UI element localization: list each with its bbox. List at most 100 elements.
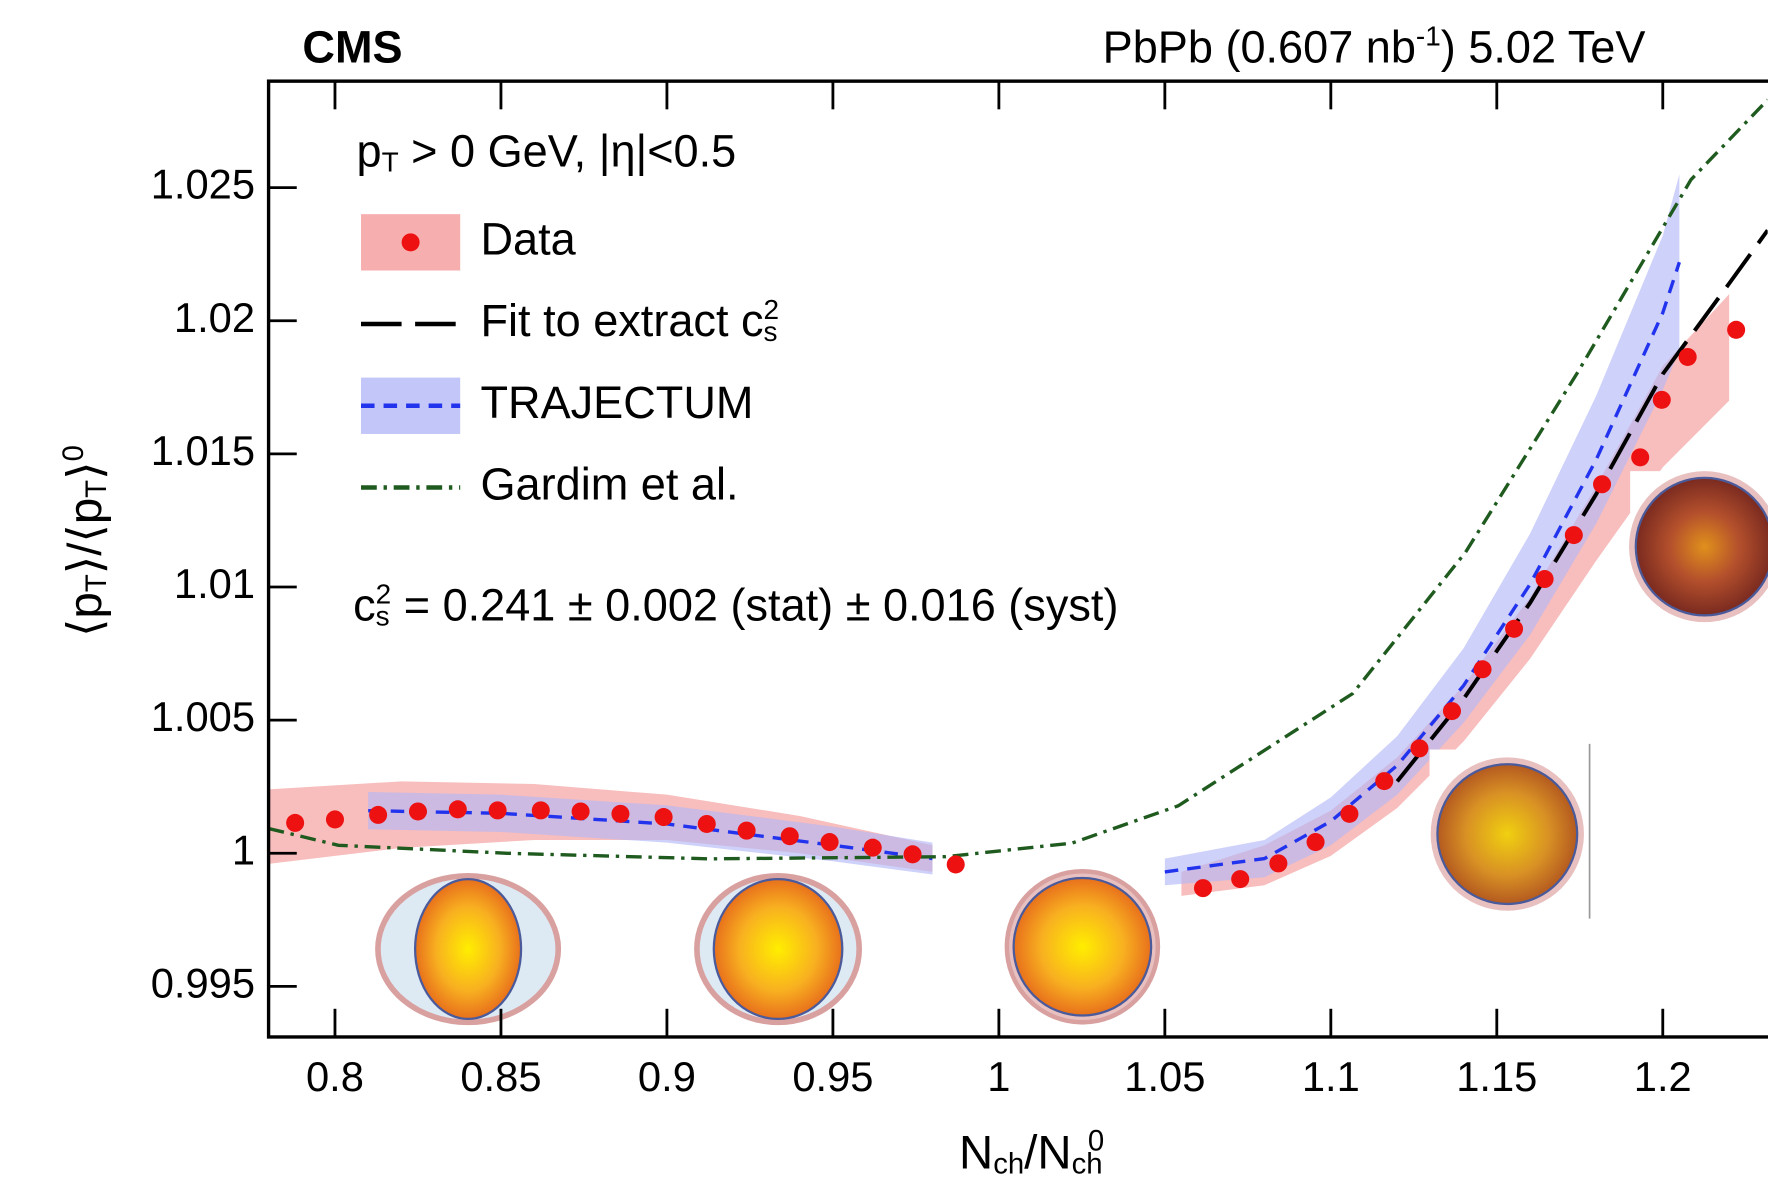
x-tick-label: 1.1 <box>1302 1053 1360 1100</box>
data-point <box>1410 739 1429 758</box>
data-point <box>697 814 716 833</box>
text-part: = 0.241 ± 0.002 (stat) ± 0.016 (syst) <box>391 580 1118 631</box>
x-tick-label: 0.95 <box>792 1053 873 1100</box>
x-tick-label: 0.85 <box>460 1053 541 1100</box>
legend-marker <box>401 233 420 252</box>
illustration <box>1634 476 1768 617</box>
series-line <box>1395 229 1768 783</box>
x-axis-label: Nch/Nch0 <box>959 1124 1104 1180</box>
text-part: ch <box>1072 1147 1103 1180</box>
data-point <box>1375 772 1394 791</box>
text-part: c <box>353 580 376 631</box>
text-part: 0 <box>57 445 90 461</box>
data-point <box>369 805 388 824</box>
text-part: ⟩/⟨p <box>59 498 112 574</box>
data-point <box>325 810 344 829</box>
text-part: ch <box>993 1147 1024 1180</box>
text-part: s <box>376 601 390 632</box>
illustration <box>712 878 844 1021</box>
data-point <box>448 800 467 819</box>
axes: 0.8 0.85 0.9 0.95 1 1.05 1.1 1.15 1.2 0.995 1 1.005… <box>151 79 1768 1100</box>
text-part: 2 <box>376 578 392 609</box>
data-point <box>820 833 839 852</box>
y-tick-label: 0.995 <box>151 959 255 1006</box>
illustration <box>1436 763 1579 906</box>
x-tick-label: 1.15 <box>1456 1053 1537 1100</box>
data-point <box>1652 390 1671 409</box>
legend-label: Gardim et al. <box>480 458 738 509</box>
text-part: 2 <box>764 294 780 325</box>
text-part: ) 5.02 TeV <box>1441 22 1646 73</box>
text-part: TRAJECTUM <box>480 377 753 428</box>
text-part: /N <box>1024 1126 1071 1179</box>
data-point <box>780 827 799 846</box>
data-point <box>1564 526 1583 545</box>
y-tick-label: 1.015 <box>151 427 255 474</box>
points <box>286 320 1746 898</box>
data-point <box>408 802 427 821</box>
data-point <box>286 813 305 832</box>
x-tick-label: 0.9 <box>638 1053 696 1100</box>
text-part: Fit to extract c <box>480 295 763 346</box>
legend-label: Data <box>480 213 576 264</box>
text-part: s <box>764 316 778 347</box>
legend-header: pT > 0 GeV, |η|<0.5 <box>357 125 737 177</box>
data-point <box>1194 879 1213 898</box>
legend-label: TRAJECTUM <box>480 377 753 428</box>
series-line <box>268 98 1768 861</box>
illustration <box>1012 876 1153 1017</box>
data-point <box>488 801 507 820</box>
text-part: ⟩ <box>59 461 112 479</box>
data-point <box>863 838 882 857</box>
x-tick-label: 0.8 <box>306 1053 364 1100</box>
text-part: 0 <box>1088 1124 1104 1157</box>
series-line <box>1164 261 1681 874</box>
text-part: T <box>382 147 399 178</box>
data-point <box>737 821 756 840</box>
data-point <box>611 804 630 823</box>
text-part: > 0 GeV, |η|<0.5 <box>399 125 737 176</box>
collision-illustrations <box>375 471 1768 1026</box>
plot-frame <box>266 79 1768 1039</box>
y-tick-label: 1 <box>232 826 255 873</box>
text-part: p <box>357 125 382 176</box>
data-point <box>654 808 673 827</box>
text-part: ⟨p <box>59 592 112 637</box>
data-point <box>1442 702 1462 721</box>
data-point <box>1269 854 1288 873</box>
text-part: T <box>80 574 113 592</box>
text-part: N <box>959 1126 993 1179</box>
text-part: -1 <box>1416 21 1441 52</box>
data-point <box>531 801 550 820</box>
x-tick-label: 1 <box>987 1053 1010 1100</box>
x-tick-label: 1.05 <box>1124 1053 1205 1100</box>
data-point <box>1727 320 1746 339</box>
data-point <box>903 845 922 864</box>
data-point <box>1535 570 1554 589</box>
text-part: T <box>80 480 113 498</box>
data-point <box>1473 660 1492 679</box>
y-tick-label: 1.01 <box>174 560 255 607</box>
experiment-label: CMS <box>302 22 402 73</box>
legend: Data Fit to extract cs2 TRAJECTUM Gardim et… <box>361 213 779 509</box>
data-point <box>1505 619 1524 638</box>
text-part: PbPb (0.607 nb <box>1103 22 1416 73</box>
data-point <box>1231 870 1250 889</box>
x-tick-label: 1.2 <box>1634 1053 1692 1100</box>
y-tick-label: 1.005 <box>151 693 255 740</box>
data-point <box>1678 347 1697 366</box>
data-point <box>946 855 965 874</box>
chart-title: PbPb (0.607 nb-1) 5.02 TeV <box>1103 21 1646 73</box>
data-point <box>571 802 590 821</box>
text-part: Gardim et al. <box>480 458 738 509</box>
y-tick-label: 1.025 <box>151 161 255 208</box>
illustration <box>413 878 523 1021</box>
data-point <box>1593 475 1612 494</box>
data-point <box>1340 804 1359 823</box>
y-axis-label: ⟨pT⟩/⟨pT⟩0 <box>57 445 113 637</box>
data-point <box>1306 833 1325 852</box>
legend-label: Fit to extract cs2 <box>480 294 779 347</box>
text-part: Data <box>480 213 576 264</box>
